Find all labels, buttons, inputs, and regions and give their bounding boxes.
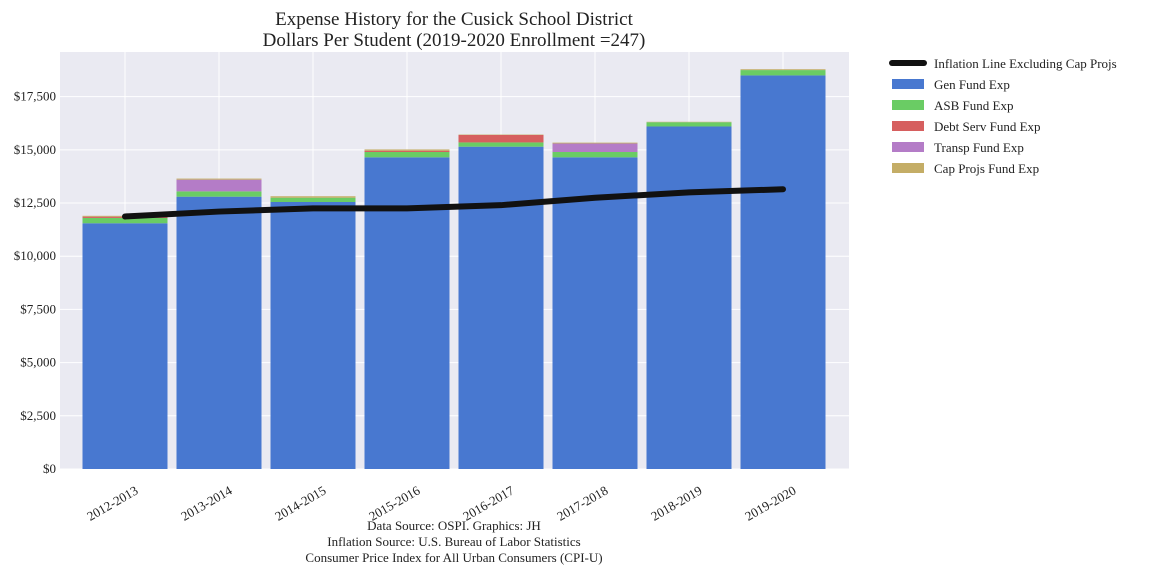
bar-cap-projs-fund-exp-2014-2015: [270, 196, 356, 198]
bar-transp-fund-exp-2017-2018: [552, 143, 638, 152]
bar-cap-projs-fund-exp-2013-2014: [176, 178, 262, 180]
bar-cap-projs-fund-exp-2015-2016: [364, 149, 450, 151]
x-tick-label: 2018-2019: [648, 483, 704, 524]
y-tick-label: $7,500: [20, 301, 56, 316]
legend-label: Gen Fund Exp: [934, 77, 1010, 92]
y-tick-label: $15,000: [14, 142, 56, 157]
bar-asb-fund-exp-2017-2018: [552, 151, 638, 158]
bar-asb-fund-exp-2013-2014: [176, 191, 262, 197]
x-tick-label: 2019-2020: [742, 483, 798, 524]
legend-label: ASB Fund Exp: [934, 98, 1013, 113]
legend-label: Transp Fund Exp: [934, 140, 1024, 155]
x-tick-label: 2013-2014: [178, 482, 235, 523]
x-tick-label: 2017-2018: [554, 483, 610, 524]
bar-gen-fund-exp-2018-2019: [646, 126, 732, 469]
legend-swatch: [892, 121, 924, 131]
legend-swatch: [892, 100, 924, 110]
bar-cap-projs-fund-exp-2017-2018: [552, 142, 638, 144]
bar-debt-serv-fund-exp-2015-2016: [364, 150, 450, 152]
y-tick-label: $5,000: [20, 355, 56, 370]
legend-swatch: [892, 142, 924, 152]
bar-transp-fund-exp-2013-2014: [176, 179, 262, 192]
bar-gen-fund-exp-2013-2014: [176, 196, 262, 469]
legend-label-inflation-line: Inflation Line Excluding Cap Projs: [934, 56, 1117, 71]
bar-gen-fund-exp-2019-2020: [740, 75, 826, 469]
legend: Inflation Line Excluding Cap Projs Gen Fu…: [889, 56, 1117, 176]
bar-asb-fund-exp-2014-2015: [270, 197, 356, 202]
inflation-line-layer: [122, 186, 786, 220]
bar-asb-fund-exp-2012-2013: [82, 217, 168, 224]
y-tick-label: $17,500: [14, 89, 56, 104]
chart-subtitle: Dollars Per Student (2019-2020 Enrollmen…: [263, 30, 646, 51]
bar-debt-serv-fund-exp-2016-2017: [458, 134, 544, 143]
inflation-line: [122, 186, 786, 220]
legend-swatch: [892, 163, 924, 173]
bar-asb-fund-exp-2019-2020: [740, 70, 826, 76]
bar-gen-fund-exp-2014-2015: [270, 201, 356, 469]
bar-asb-fund-exp-2018-2019: [646, 122, 732, 127]
bar-gen-fund-exp-2015-2016: [364, 157, 450, 469]
bar-asb-fund-exp-2016-2017: [458, 142, 544, 147]
y-tick-label: $12,500: [14, 195, 56, 210]
source-line-3: Consumer Price Index for All Urban Consu…: [305, 550, 602, 565]
legend-swatch: [892, 79, 924, 89]
chart-title: Expense History for the Cusick School Di…: [275, 9, 634, 30]
legend-label: Debt Serv Fund Exp: [934, 119, 1041, 134]
source-line-1: Data Source: OSPI. Graphics: JH: [367, 518, 541, 533]
source-line-2: Inflation Source: U.S. Bureau of Labor S…: [327, 534, 580, 549]
bar-asb-fund-exp-2015-2016: [364, 151, 450, 158]
legend-label: Cap Projs Fund Exp: [934, 161, 1039, 176]
bar-gen-fund-exp-2012-2013: [82, 223, 168, 469]
y-axis-ticks: $0 $2,500 $5,000 $7,500 $10,000 $12,500 $15,00…: [14, 89, 56, 476]
x-tick-label: 2012-2013: [84, 483, 140, 524]
x-tick-label: 2014-2015: [272, 483, 328, 524]
y-tick-label: $2,500: [20, 408, 56, 423]
y-tick-label: $0: [43, 461, 56, 476]
bar-cap-projs-fund-exp-2019-2020: [740, 69, 826, 71]
bar-gen-fund-exp-2017-2018: [552, 157, 638, 469]
bar-gen-fund-exp-2016-2017: [458, 146, 544, 469]
y-tick-label: $10,000: [14, 248, 56, 263]
